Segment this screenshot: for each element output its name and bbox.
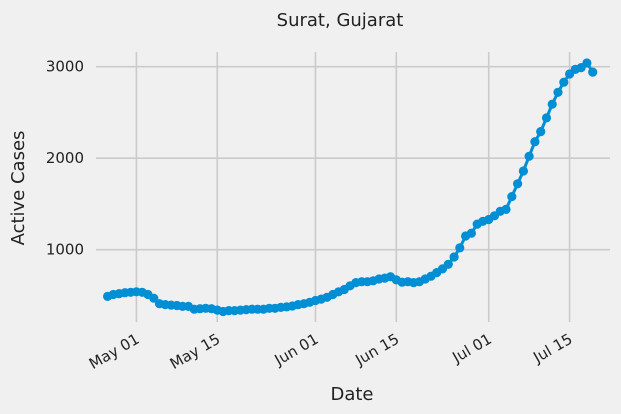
data-point (553, 87, 563, 97)
data-point (507, 192, 517, 202)
y-axis-label: Active Cases (8, 131, 29, 246)
chart-title: Surat, Gujarat (277, 10, 404, 31)
x-tick-label: Jun 01 (271, 330, 322, 370)
data-points (103, 58, 598, 317)
data-point (582, 58, 592, 68)
data-point (524, 151, 534, 161)
data-point (513, 179, 523, 189)
data-point (501, 204, 511, 214)
data-point (536, 127, 546, 137)
data-point (443, 259, 453, 269)
data-point (530, 137, 540, 147)
x-tick-label: Jun 15 (351, 330, 402, 370)
grid (96, 52, 610, 322)
data-point (455, 243, 465, 253)
x-tick-labels: May 01 May 15 Jun 01 Jun 15 Jul 01 Jul 15 (86, 330, 576, 373)
data-point (559, 77, 569, 87)
data-point (149, 293, 159, 303)
data-point (588, 67, 598, 77)
y-tick-labels: 1000 2000 3000 (46, 58, 84, 259)
x-tick-label: Jul 01 (449, 330, 495, 367)
data-point (547, 99, 557, 109)
y-tick-label: 1000 (46, 241, 84, 259)
data-point (541, 113, 552, 123)
data-point (518, 166, 529, 176)
x-tick-label: May 01 (86, 330, 143, 373)
y-tick-label: 3000 (46, 58, 84, 76)
x-axis-label: Date (330, 384, 373, 405)
x-tick-label: Jul 15 (529, 330, 575, 367)
data-point (466, 228, 476, 238)
x-tick-label: May 15 (167, 330, 224, 373)
y-tick-label: 2000 (46, 149, 84, 167)
data-point (449, 252, 459, 262)
